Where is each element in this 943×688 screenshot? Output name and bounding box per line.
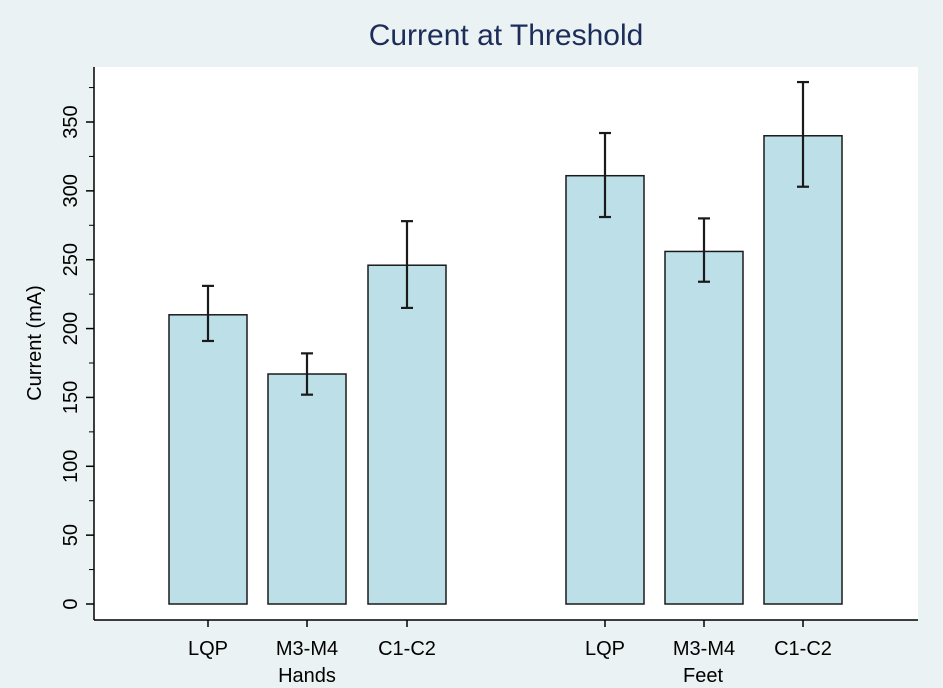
bars: [168, 80, 843, 605]
bar: [565, 174, 645, 605]
category-label: M3-M4: [673, 638, 735, 660]
y-tick-label: 50: [60, 524, 82, 546]
y-tick-label: 200: [60, 312, 82, 345]
category-label: LQP: [585, 638, 625, 660]
bar: [367, 264, 447, 605]
bar: [267, 373, 347, 605]
y-tick-label: 300: [60, 174, 82, 207]
bar: [664, 250, 744, 605]
chart-title: Current at Threshold: [369, 19, 644, 52]
category-label: C1-C2: [378, 638, 436, 660]
y-tick-label: 150: [60, 381, 82, 414]
group-label: Feet: [683, 665, 723, 687]
bar: [168, 314, 248, 605]
bar: [763, 135, 843, 605]
y-axis-label: Current (mA): [24, 285, 46, 401]
y-tick-label: 250: [60, 243, 82, 276]
y-tick-label: 350: [60, 105, 82, 138]
category-labels: LQP M3-M4 C1-C2 Hands LQP M3-M4 C1-C2 Feet: [188, 620, 832, 687]
category-label: C1-C2: [774, 638, 832, 660]
y-ticks: 0 50 100 150 200 250 300 350: [60, 87, 94, 610]
group-label: Hands: [278, 665, 336, 687]
y-tick-label: 100: [60, 450, 82, 483]
category-label: M3-M4: [276, 638, 338, 660]
y-tick-label: 0: [60, 598, 82, 609]
category-label: LQP: [188, 638, 228, 660]
